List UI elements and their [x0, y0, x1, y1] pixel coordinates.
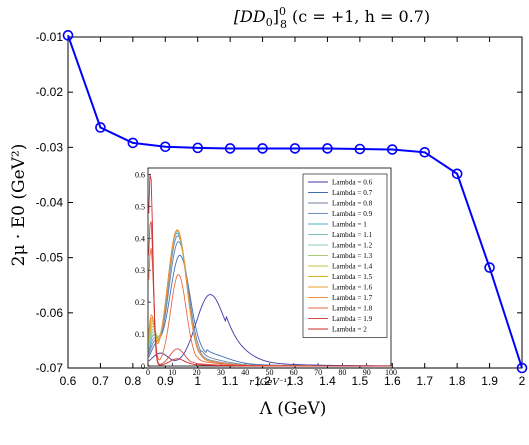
inset-chart: 0 10 20 30 40 50 60 70 80 90 100 0 0.1 0.2 0.3 0.4 0.5 0.… — [135, 167, 397, 388]
inset-x-tick-label: 40 — [241, 368, 249, 377]
data-point-marker — [62, 30, 74, 41]
x-tick-label: 2 — [519, 374, 526, 388]
inset-legend: Lambda = 0.6 Lambda = 0.7 Lambda = 0.8 Lamb… — [302, 173, 388, 338]
inset-series — [148, 174, 391, 367]
inset-y-tick-label: 0 — [141, 362, 145, 371]
x-tick-label: 1.9 — [481, 374, 498, 388]
legend-entry: Lambda = 1.7 — [332, 294, 373, 302]
data-point-marker — [484, 262, 495, 273]
inset-x-tick-label: 100 — [385, 368, 397, 377]
y-tick-label: -0.03 — [36, 140, 64, 154]
legend-entry: Lambda = 0.8 — [332, 200, 373, 208]
inset-x-tick-label: 90 — [363, 368, 371, 377]
x-axis-label: Λ (GeV) — [259, 399, 327, 419]
x-tick-label: 0.8 — [125, 374, 142, 388]
y-axis-label: 2μ · E0 (GeV²) — [9, 144, 29, 267]
inset-y-tick-label: 0.2 — [135, 298, 145, 307]
x-tick-label: 1.8 — [449, 374, 466, 388]
data-point-marker — [127, 137, 139, 149]
chart-title: [DD0]0 8 (c = +1, h = 0.7) — [234, 5, 430, 31]
x-tick-label: 1.7 — [416, 374, 433, 388]
inset-x-tick-label: 10 — [168, 368, 176, 377]
legend-entry: Lambda = 1.2 — [332, 242, 373, 250]
legend-entry: Lambda = 1.1 — [332, 231, 373, 239]
data-point-marker — [257, 143, 268, 154]
y-tick-label: -0.01 — [36, 30, 64, 44]
data-point-marker — [159, 141, 171, 153]
legend-entry: Lambda = 0.9 — [332, 210, 373, 218]
y-tick-label: -0.07 — [36, 361, 64, 375]
legend-entry: Lambda = 1 — [332, 221, 367, 229]
inset-y-tick-label: 0.5 — [135, 202, 145, 211]
legend-entry: Lambda = 1.6 — [332, 284, 373, 292]
inset-x-axis-label: r (GeV⁻¹) — [249, 377, 291, 388]
inset-x-tick-label: 20 — [193, 368, 201, 377]
inset-y-tick-label: 0.4 — [135, 234, 145, 243]
x-tick-label: 0.7 — [92, 374, 109, 388]
inset-x-tick-label: 80 — [338, 368, 346, 377]
data-point-marker — [516, 362, 528, 374]
data-point-marker — [95, 122, 106, 133]
x-tick-label: 1.2 — [254, 374, 271, 388]
x-tick-label: 1.5 — [352, 374, 369, 388]
inset-x-tick-label: 30 — [217, 368, 225, 377]
legend-entry: Lambda = 0.6 — [332, 179, 373, 187]
data-point-marker — [192, 142, 204, 154]
legend-entry: Lambda = 0.7 — [332, 189, 373, 197]
data-point-marker — [451, 168, 463, 180]
legend-entry: Lambda = 1.9 — [332, 315, 373, 323]
inset-x-tick-label: 60 — [290, 368, 298, 377]
data-point-marker — [322, 143, 333, 154]
x-tick-label: 1.1 — [222, 374, 239, 388]
data-point-marker — [224, 143, 236, 154]
inset-x-tick-label: 50 — [266, 368, 274, 377]
series-line — [67, 35, 523, 369]
data-point-marker — [419, 146, 431, 158]
x-tick-label: 0.9 — [157, 374, 174, 388]
y-tick-label: -0.06 — [36, 306, 64, 320]
y-tick-label: -0.05 — [36, 251, 64, 265]
data-point-marker — [386, 144, 398, 155]
main-series — [62, 30, 528, 374]
legend-entry: Lambda = 1.5 — [332, 273, 373, 281]
x-tick-label: 1.6 — [384, 374, 401, 388]
legend-entry: Lambda = 2 — [332, 326, 367, 334]
legend-entry: Lambda = 1.3 — [332, 252, 373, 260]
inset-x-tick-label: 0 — [146, 368, 150, 377]
x-tick-label: 1.3 — [287, 374, 304, 388]
inset-series-line — [148, 174, 391, 367]
data-point-marker — [354, 143, 366, 155]
y-tick-label: -0.02 — [36, 85, 64, 99]
data-point-marker — [289, 143, 301, 154]
inset-y-tick-label: 0.6 — [135, 170, 145, 179]
legend-entry: Lambda = 1.4 — [332, 263, 373, 271]
inset-y-tick-label: 0.1 — [135, 330, 145, 339]
x-tick-label: 1.4 — [319, 374, 336, 388]
inset-axis-ticks: 0 10 20 30 40 50 60 70 80 90 100 0 0.1 0.2 0.3 0.4 0.5 0.… — [135, 170, 397, 377]
inset-y-tick-label: 0.3 — [135, 266, 145, 275]
inset-x-tick-label: 70 — [314, 368, 322, 377]
y-tick-label: -0.04 — [36, 196, 64, 210]
x-tick-label: 1 — [194, 374, 201, 388]
x-tick-label: 0.6 — [60, 374, 77, 388]
legend-entry: Lambda = 1.8 — [332, 305, 373, 313]
